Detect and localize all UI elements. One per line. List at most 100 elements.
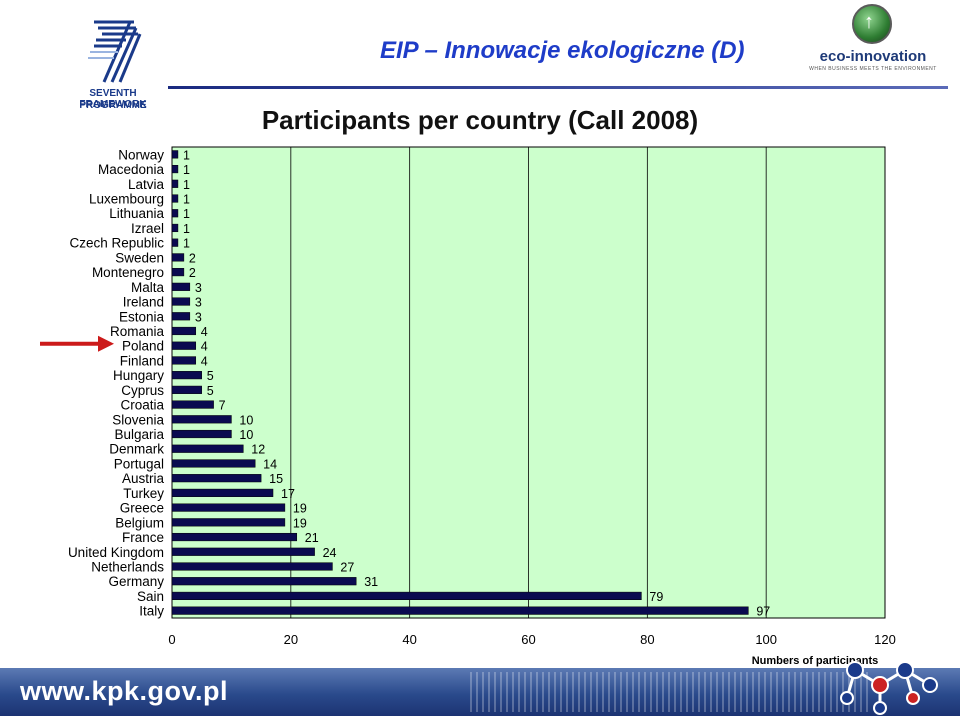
data-label: 21 bbox=[305, 531, 319, 545]
data-label: 4 bbox=[201, 325, 208, 339]
fp7-emblem-icon bbox=[88, 20, 142, 83]
y-tick-label: Izrael bbox=[131, 221, 164, 236]
y-tick-label: Portugal bbox=[114, 456, 164, 471]
data-label: 4 bbox=[201, 340, 208, 354]
data-label: 1 bbox=[183, 237, 190, 251]
footer-stripes bbox=[470, 672, 870, 712]
data-label: 3 bbox=[195, 310, 202, 324]
data-label: 19 bbox=[293, 502, 307, 516]
y-tick-label: France bbox=[122, 530, 164, 545]
y-tick-label: Greece bbox=[120, 501, 164, 516]
bar bbox=[171, 591, 642, 600]
data-label: 79 bbox=[649, 590, 663, 604]
eco-globe-icon bbox=[852, 4, 892, 44]
header-divider bbox=[168, 86, 948, 89]
data-label: 10 bbox=[239, 413, 253, 427]
bar bbox=[171, 606, 749, 615]
bar bbox=[171, 209, 179, 218]
x-axis-label: Numbers of participants bbox=[752, 655, 879, 667]
bar bbox=[171, 341, 197, 350]
page-title: EIP – Innowacje ekologiczne (D) bbox=[380, 37, 745, 64]
bar bbox=[171, 371, 202, 380]
footer-url: www.kpk.gov.pl bbox=[20, 676, 229, 706]
bar bbox=[171, 415, 232, 424]
y-tick-label: Bulgaria bbox=[114, 427, 164, 442]
bar-chart: 0 20 40 60 80 100 120 1 Norway 1 Macedonia 1 Latvia 1… bbox=[40, 146, 896, 667]
eco-innovation-logo: ↑ eco-innovation WHEN BUSINESS MEETS THE… bbox=[808, 4, 938, 76]
bar bbox=[171, 150, 179, 159]
bar bbox=[171, 385, 202, 394]
y-tick-label: Denmark bbox=[109, 442, 164, 457]
up-arrow-icon: ↑ bbox=[864, 11, 874, 33]
y-tick-label: Romania bbox=[110, 324, 165, 339]
bar bbox=[171, 577, 357, 586]
bar bbox=[171, 312, 191, 321]
bar bbox=[171, 562, 333, 571]
bar bbox=[171, 518, 286, 527]
eco-logo-name: eco-innovation bbox=[819, 48, 927, 65]
y-tick-label: Austria bbox=[122, 471, 165, 486]
y-tick-label: Belgium bbox=[115, 515, 164, 530]
y-tick-label: Latvia bbox=[128, 177, 165, 192]
bar bbox=[171, 429, 232, 439]
data-label: 2 bbox=[189, 266, 196, 280]
y-tick-label: Hungary bbox=[113, 368, 164, 383]
data-label: 97 bbox=[756, 605, 770, 619]
fp7-logo-line2: PROGRAMME bbox=[79, 100, 147, 111]
data-label: 3 bbox=[195, 281, 202, 295]
data-label: 17 bbox=[281, 487, 295, 501]
y-tick-label: Poland bbox=[122, 339, 164, 354]
y-tick-label: Sain bbox=[137, 589, 164, 604]
data-label: 5 bbox=[207, 369, 214, 383]
eco-logo-tagline: WHEN BUSINESS MEETS THE ENVIRONMENT bbox=[809, 66, 937, 72]
y-tick-label: Slovenia bbox=[112, 412, 164, 427]
data-label: 10 bbox=[239, 428, 253, 442]
footer-bar bbox=[0, 668, 960, 716]
data-label: 2 bbox=[189, 251, 196, 265]
data-label: 14 bbox=[263, 457, 277, 471]
x-tick-label: 80 bbox=[640, 632, 654, 647]
y-tick-label: Turkey bbox=[123, 486, 164, 501]
data-label: 3 bbox=[195, 296, 202, 310]
bar bbox=[171, 297, 191, 306]
bar bbox=[171, 444, 244, 453]
data-label: 27 bbox=[340, 560, 354, 574]
bar bbox=[171, 165, 179, 174]
y-tick-label: Lithuania bbox=[109, 206, 164, 221]
data-label: 1 bbox=[183, 193, 190, 207]
y-tick-label: Netherlands bbox=[91, 559, 164, 574]
bar bbox=[171, 223, 179, 233]
y-tick-label: Macedonia bbox=[98, 162, 165, 177]
x-tick-label: 60 bbox=[521, 632, 535, 647]
bar bbox=[171, 400, 214, 409]
y-tick-label: United Kingdom bbox=[68, 545, 164, 560]
data-label: 1 bbox=[183, 178, 190, 192]
bar bbox=[171, 459, 256, 468]
data-label: 1 bbox=[183, 148, 190, 162]
data-label: 1 bbox=[183, 222, 190, 236]
data-label: 12 bbox=[251, 443, 265, 457]
x-tick-label: 0 bbox=[168, 632, 175, 647]
chart-title: Participants per country (Call 2008) bbox=[0, 105, 960, 136]
y-tick-label: Montenegro bbox=[92, 265, 164, 280]
y-tick-label: Ireland bbox=[123, 295, 164, 310]
bar bbox=[171, 268, 185, 277]
highlight-arrowhead-icon bbox=[98, 335, 114, 352]
y-tick-label: Cyprus bbox=[121, 383, 164, 398]
y-tick-label: Germany bbox=[108, 574, 164, 589]
y-tick-label: Sweden bbox=[115, 250, 164, 265]
y-tick-label: Norway bbox=[118, 147, 164, 162]
data-label: 15 bbox=[269, 472, 283, 486]
bar bbox=[171, 474, 262, 483]
y-tick-label: Italy bbox=[139, 604, 164, 619]
bar bbox=[171, 326, 197, 336]
molecule-icon bbox=[840, 661, 938, 715]
bar bbox=[171, 547, 315, 556]
fp7-logo-line1: SEVENTH FRAMEWORK bbox=[79, 88, 147, 110]
data-label: 4 bbox=[201, 354, 208, 368]
y-tick-label: Finland bbox=[120, 353, 164, 368]
fp7-logo: SEVENTH FRAMEWORK PROGRAMME bbox=[58, 18, 168, 113]
y-tick-label: Estonia bbox=[119, 309, 165, 324]
data-label: 7 bbox=[219, 399, 226, 413]
y-tick-label: Luxembourg bbox=[89, 192, 164, 207]
